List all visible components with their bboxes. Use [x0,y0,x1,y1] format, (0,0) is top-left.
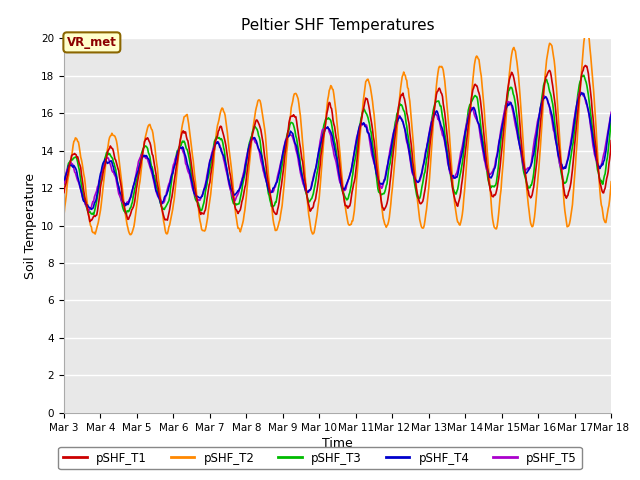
Line: pSHF_T3: pSHF_T3 [64,75,611,215]
pSHF_T5 [576,89,584,95]
pSHF_T2 [607,179,615,185]
pSHF_T4 [437,122,445,128]
Title: Peltier SHF Temperatures: Peltier SHF Temperatures [241,18,435,33]
pSHF_T1 [437,90,445,96]
pSHF_T3 [437,103,445,109]
pSHF_T1 [181,129,189,135]
Line: pSHF_T4: pSHF_T4 [64,93,611,209]
pSHF_T3 [181,140,189,146]
pSHF_T5 [558,166,566,171]
pSHF_T1 [558,169,566,175]
pSHF_T1 [60,190,68,195]
X-axis label: Time: Time [322,437,353,450]
pSHF_T5 [330,151,338,157]
pSHF_T5 [84,209,92,215]
pSHF_T1 [330,121,338,127]
pSHF_T2 [181,113,189,119]
pSHF_T3 [607,117,615,122]
Line: pSHF_T5: pSHF_T5 [64,92,611,212]
pSHF_T2 [558,169,566,175]
pSHF_T4 [330,141,338,147]
pSHF_T5 [181,155,189,161]
pSHF_T3 [558,173,566,179]
pSHF_T2 [437,64,445,70]
pSHF_T3 [383,181,391,187]
pSHF_T4 [181,152,189,157]
pSHF_T5 [60,181,68,187]
pSHF_T4 [578,90,586,96]
pSHF_T2 [205,207,212,213]
pSHF_T2 [330,91,338,97]
pSHF_T1 [86,219,93,225]
pSHF_T1 [205,187,212,192]
pSHF_T5 [607,109,615,115]
pSHF_T3 [205,174,212,180]
Legend: pSHF_T1, pSHF_T2, pSHF_T3, pSHF_T4, pSHF_T5: pSHF_T1, pSHF_T2, pSHF_T3, pSHF_T4, pSHF… [58,447,582,469]
pSHF_T3 [330,135,338,141]
pSHF_T3 [90,212,97,217]
pSHF_T4 [60,177,68,183]
pSHF_T4 [205,167,212,173]
pSHF_T4 [607,112,615,118]
pSHF_T2 [383,223,391,228]
Line: pSHF_T1: pSHF_T1 [64,65,611,222]
pSHF_T4 [88,206,95,212]
pSHF_T4 [383,166,391,171]
pSHF_T5 [383,164,391,169]
pSHF_T2 [127,232,135,238]
pSHF_T2 [582,27,590,33]
Y-axis label: Soil Temperature: Soil Temperature [24,173,37,278]
Line: pSHF_T2: pSHF_T2 [64,30,611,235]
pSHF_T5 [205,166,212,172]
pSHF_T2 [60,212,68,218]
pSHF_T4 [558,161,566,167]
pSHF_T3 [580,72,588,78]
pSHF_T1 [383,201,391,206]
pSHF_T1 [607,138,615,144]
Text: VR_met: VR_met [67,36,116,49]
pSHF_T3 [60,181,68,187]
pSHF_T5 [437,126,445,132]
pSHF_T1 [582,62,589,68]
